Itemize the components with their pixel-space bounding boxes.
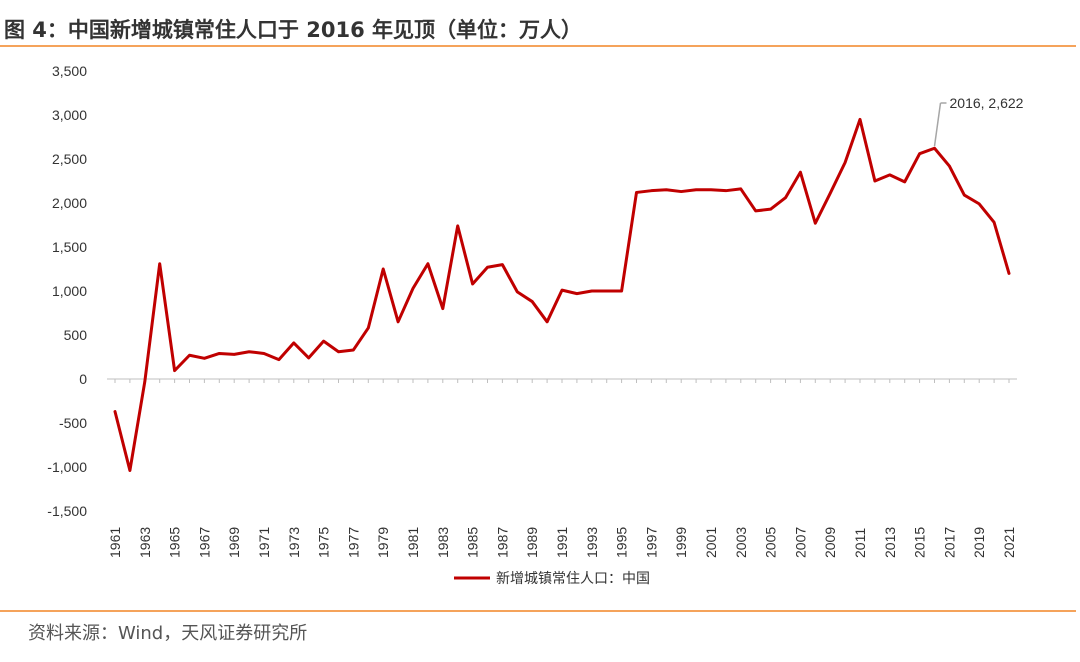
page-title: 图 4：中国新增城镇常住人口于 2016 年见顶（单位：万人）: [4, 18, 582, 42]
x-tick-label: 1995: [614, 527, 630, 558]
legend: 新增城镇常住人口：中国: [454, 571, 650, 587]
x-tick-label: 1965: [167, 527, 183, 558]
y-tick-label: 1,000: [52, 283, 87, 299]
x-tick-label: 1983: [435, 527, 451, 558]
y-tick-label: 2,500: [52, 151, 87, 167]
x-tick-label: 2011: [852, 528, 868, 558]
series-line: [113, 117, 1011, 473]
x-tick-label: 1993: [584, 527, 600, 558]
annotation-layer: 2016, 2,622: [933, 95, 1024, 147]
x-tick-label: 1999: [673, 527, 689, 558]
x-tick-label: 1991: [554, 527, 570, 558]
x-tick-label: 1973: [286, 527, 302, 558]
x-tick-label: 2003: [733, 527, 749, 558]
y-tick-label: -1,000: [47, 459, 87, 475]
x-tick-label: 2021: [1001, 527, 1017, 558]
series-layer: [113, 117, 1011, 473]
top-divider: [0, 45, 1076, 47]
y-tick-label: 3,000: [52, 107, 87, 123]
x-tick-label: 1967: [196, 527, 212, 558]
x-tick-label: 1971: [256, 527, 272, 558]
annotation-label: 2016, 2,622: [950, 95, 1024, 111]
y-tick-label: -500: [59, 415, 87, 431]
x-tick-label: 2007: [792, 527, 808, 558]
y-tick-label: 3,500: [52, 63, 87, 79]
y-axis: -1,500 -1,000 -500 0 500 1,000 1,500 2,000 2,500…: [47, 63, 87, 519]
x-tick-label: 2017: [941, 527, 957, 558]
x-tick-label: 2019: [971, 527, 987, 558]
x-tick-label: 1979: [375, 527, 391, 558]
x-tick-label: 1987: [494, 527, 510, 558]
x-tick-label: 1989: [524, 527, 540, 558]
x-tick-label: 1961: [107, 527, 123, 558]
x-tick-label: 2015: [912, 527, 928, 558]
y-tick-label: 500: [64, 327, 88, 343]
source-note: 资料来源：Wind，天风证券研究所: [28, 623, 308, 644]
x-axis: 1961 1963 1965 1967 1969 1971 1973 1975 1977 1979…: [107, 378, 1017, 558]
x-tick-label: 1985: [465, 527, 481, 558]
x-tick-label: 1975: [316, 527, 332, 558]
y-tick-label: 1,500: [52, 239, 87, 255]
x-tick-label: 2005: [763, 527, 779, 558]
x-tick-label: 2001: [703, 527, 719, 558]
x-tick-label: 1981: [405, 527, 421, 558]
annotation-leader: [933, 102, 942, 147]
x-tick-label: 1963: [137, 527, 153, 558]
x-tick-label: 1969: [226, 527, 242, 558]
x-tick-label: 1997: [643, 527, 659, 558]
y-tick-label: 0: [79, 371, 87, 387]
bottom-divider: [0, 610, 1076, 612]
legend-label: 新增城镇常住人口：中国: [496, 571, 650, 587]
x-tick-label: 1977: [345, 527, 361, 558]
y-tick-label: -1,500: [47, 503, 87, 519]
x-tick-label: 2009: [822, 527, 838, 558]
x-tick-label: 2013: [882, 527, 898, 558]
y-tick-label: 2,000: [52, 195, 87, 211]
